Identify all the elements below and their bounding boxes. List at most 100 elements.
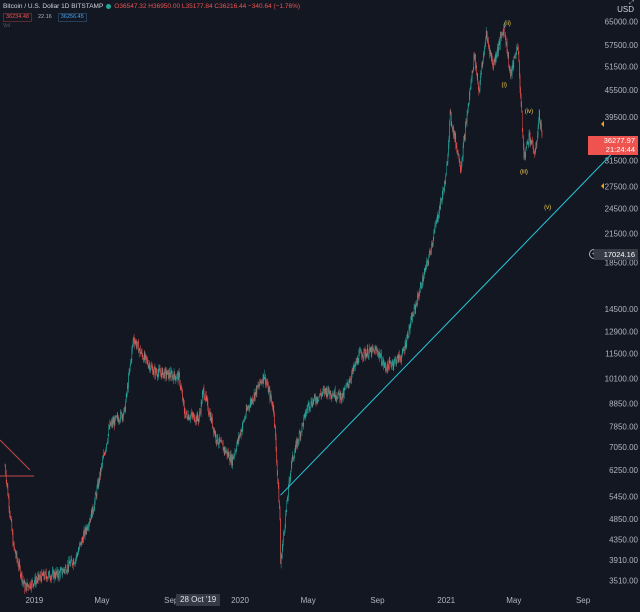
- candle-body: [514, 58, 515, 59]
- candle-body: [449, 121, 450, 137]
- candle-body: [283, 541, 284, 547]
- candle-body: [152, 367, 153, 368]
- candle-body: [487, 35, 488, 40]
- candle-body: [435, 225, 436, 226]
- candle-body: [38, 574, 39, 576]
- candle-body: [337, 398, 338, 399]
- price-axis[interactable]: 65000.0057500.0051500.0045500.0039500.00…: [605, 18, 639, 586]
- indicator-value-1[interactable]: 36234.48: [3, 13, 32, 22]
- candle-body: [10, 513, 11, 518]
- symbol-title[interactable]: Bitcoin / U.S. Dollar 1D BITSTAMP: [3, 3, 103, 10]
- candle-body: [293, 459, 294, 460]
- candle-body: [263, 375, 264, 384]
- candle-body: [125, 402, 126, 412]
- candle-body: [315, 395, 316, 397]
- candle-body: [130, 365, 131, 368]
- candle-body: [390, 362, 391, 363]
- candle-body: [503, 32, 504, 35]
- indicator-value-2[interactable]: 22.16: [35, 13, 55, 22]
- candle-body: [87, 526, 88, 532]
- candle-body: [271, 399, 272, 401]
- indicator-value-3[interactable]: 36256.45: [58, 13, 87, 22]
- candle-body: [468, 104, 469, 113]
- price-tick-label: 10100.00: [605, 374, 639, 383]
- candle-body: [137, 345, 138, 347]
- candle-body: [229, 454, 230, 460]
- price-tick-label: 7050.00: [609, 443, 638, 452]
- candle-body: [508, 55, 509, 56]
- candle-body: [453, 127, 454, 135]
- candle-body: [534, 153, 535, 154]
- trendline[interactable]: [281, 152, 614, 495]
- currency-label[interactable]: USD: [617, 5, 634, 14]
- indicator-legend[interactable]: 36234.48 22.16 36256.45: [3, 13, 87, 22]
- candle-body: [30, 583, 31, 588]
- candle-body: [119, 421, 120, 422]
- candle-body: [13, 543, 14, 545]
- candle-body: [407, 338, 408, 344]
- candle-body: [434, 234, 435, 240]
- candle-body: [183, 399, 184, 400]
- candle-body: [419, 292, 420, 295]
- candle-body: [532, 140, 533, 145]
- candle-body: [522, 112, 523, 130]
- candle-body: [427, 261, 428, 262]
- candle-body: [539, 111, 540, 124]
- candle-body: [206, 394, 207, 398]
- candle-body: [475, 54, 476, 58]
- candle-body: [133, 343, 134, 346]
- candle-body: [473, 68, 474, 72]
- candle-body: [75, 563, 76, 564]
- candle-body: [238, 436, 239, 442]
- candle-body: [311, 401, 312, 407]
- volume-label[interactable]: Vol: [3, 23, 10, 29]
- candle-body: [361, 354, 362, 358]
- candle-body: [259, 379, 260, 385]
- candle-body: [36, 580, 37, 584]
- candle-body: [339, 393, 340, 398]
- candle-body: [219, 438, 220, 442]
- candle-body: [228, 454, 229, 456]
- candle-body: [327, 389, 328, 396]
- candle-body: [364, 349, 365, 350]
- candle-body: [252, 399, 253, 403]
- candle-body: [107, 443, 108, 444]
- candle-body: [143, 358, 144, 359]
- candle-body: [179, 372, 180, 373]
- candle-body: [152, 368, 153, 375]
- candle-body: [428, 258, 429, 263]
- candle-body: [145, 355, 146, 359]
- candle-body: [249, 407, 250, 408]
- candle-body: [421, 283, 422, 288]
- candle-body: [527, 142, 528, 143]
- candle-body: [28, 585, 29, 587]
- candle-body: [225, 448, 226, 451]
- candle-body: [214, 430, 215, 435]
- candle-body: [222, 443, 223, 444]
- candle-body: [499, 41, 500, 46]
- candle-body: [277, 471, 278, 480]
- candle-body: [116, 416, 117, 417]
- candle-body: [417, 304, 418, 305]
- candle-body: [205, 394, 206, 399]
- candle-body: [443, 189, 444, 190]
- candle-body: [134, 341, 135, 344]
- candle-body: [328, 394, 329, 396]
- candle-body: [479, 86, 480, 92]
- candle-body: [119, 421, 120, 422]
- candle-body: [369, 348, 370, 351]
- candle-body: [186, 411, 187, 413]
- candle-body: [428, 263, 429, 264]
- candle-body: [161, 370, 162, 377]
- candle-body: [379, 353, 380, 359]
- candle-body: [360, 350, 361, 351]
- wave-label: (iii): [520, 169, 528, 175]
- candle-body: [432, 242, 433, 245]
- candle-body: [414, 306, 415, 307]
- candle-body: [253, 401, 254, 403]
- symbol-legend[interactable]: Bitcoin / U.S. Dollar 1D BITSTAMP O36547…: [3, 3, 300, 10]
- price-tick-label: 24500.00: [605, 205, 639, 214]
